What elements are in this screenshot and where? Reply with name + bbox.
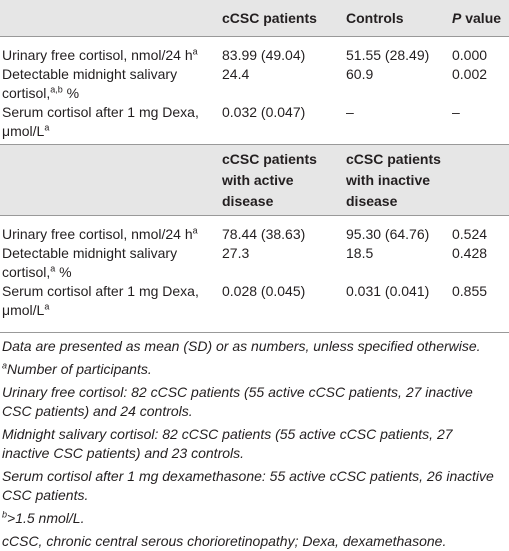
row-label: Serum cortisol after 1 mg Dexa, μmol/La [0,103,215,145]
cell: 0.032 (0.047) [222,104,306,120]
p-value-header: P value [445,0,509,37]
label-sup: a,b [50,84,63,95]
footnote: aNumber of participants. [2,360,503,379]
table-body: cCSC patients Controls P value Urinary free… [0,0,509,333]
label-sup: a [44,301,50,312]
footnote: Serum cortisol after 1 mg dexamethasone:… [2,467,503,505]
footnote-text: Urinary free cortisol: 82 cCSC patients … [2,384,473,419]
label-sup: a [44,122,50,133]
footnote-text: Midnight salivary cortisol: 82 cCSC pati… [2,426,453,461]
footnote-text: cCSC, chronic central serous chorioretin… [2,533,447,549]
cell: 0.002 [452,66,488,82]
footnote-text: >1.5 nmol/L. [7,510,85,526]
header-row: cCSC patients with active disease cCSC pa… [0,144,509,216]
footnote: b>1.5 nmol/L. [2,509,503,528]
cell: 95.30 (64.76) [346,226,430,242]
cell: 0.428 [452,245,488,261]
column-header: Controls [339,0,445,37]
row-label: Detectable midnight salivary cortisol,a … [0,244,215,282]
footnote: cCSC, chronic central serous chorioretin… [2,532,503,551]
cell: 51.55 (28.49) [346,47,430,63]
cell: 24.4 [222,66,250,82]
data-row: Urinary free cortisol, nmol/24 ha 78.44 (… [0,216,509,245]
footnotes: Data are presented as mean (SD) or as nu… [0,333,509,551]
row-label: Serum cortisol after 1 mg Dexa, μmol/La [0,282,215,333]
p-rest: value [465,10,502,26]
header-cell [0,0,215,37]
data-row: Serum cortisol after 1 mg Dexa, μmol/La 0… [0,103,509,145]
cell: 27.3 [222,245,250,261]
cell: 83.99 (49.04) [222,47,306,63]
label-text: Serum cortisol after 1 mg Dexa, μmol/L [2,283,199,318]
data-row: Serum cortisol after 1 mg Dexa, μmol/La 0… [0,282,509,333]
cell: 0.524 [452,226,488,242]
footnote: Urinary free cortisol: 82 cCSC patients … [2,383,503,421]
row-label: Urinary free cortisol, nmol/24 ha [0,216,215,245]
p-italic: P [452,10,462,26]
footnote: Midnight salivary cortisol: 82 cCSC pati… [2,425,503,463]
data-row: Detectable midnight salivary cortisol,a,… [0,65,509,103]
label-text: Detectable midnight salivary cortisol, [2,66,178,101]
cell: 0.000 [452,47,488,63]
label-sup: a [50,263,56,274]
p-value-header [445,144,509,216]
footnote-sup: b [2,509,8,520]
row-label: Urinary free cortisol, nmol/24 ha [0,37,215,66]
label-text: Serum cortisol after 1 mg Dexa, μmol/L [2,104,199,139]
footnote-text: Serum cortisol after 1 mg dexamethasone:… [2,468,494,503]
table: cCSC patients Controls P value Urinary free… [0,0,509,333]
cell: – [452,104,460,120]
footnote-sup: a [2,360,8,371]
footnote-text: Number of participants. [7,361,152,377]
data-row: Detectable midnight salivary cortisol,a … [0,244,509,282]
header-row: cCSC patients Controls P value [0,0,509,37]
label-text: Urinary free cortisol, nmol/24 h [2,226,193,242]
header-cell [0,144,215,216]
label-text: Urinary free cortisol, nmol/24 h [2,47,193,63]
data-row: Urinary free cortisol, nmol/24 ha 83.99 (… [0,37,509,66]
footnote: Data are presented as mean (SD) or as nu… [2,337,503,356]
cell: 0.855 [452,283,488,299]
cell: – [346,104,354,120]
column-header: cCSC patients with inactive disease [339,144,445,216]
cell: 78.44 (38.63) [222,226,306,242]
label-text: Detectable midnight salivary cortisol, [2,245,178,280]
label-unit: % [59,264,72,280]
footnote-text: Data are presented as mean (SD) or as nu… [2,338,481,354]
row-label: Detectable midnight salivary cortisol,a,… [0,65,215,103]
cell: 0.031 (0.041) [346,283,430,299]
column-header: cCSC patients with active disease [215,144,339,216]
cell: 0.028 (0.045) [222,283,306,299]
cell: 60.9 [346,66,374,82]
column-header: cCSC patients [215,0,339,37]
label-sup: a [192,225,198,236]
label-sup: a [192,46,198,57]
cell: 18.5 [346,245,374,261]
label-unit: % [66,85,80,101]
